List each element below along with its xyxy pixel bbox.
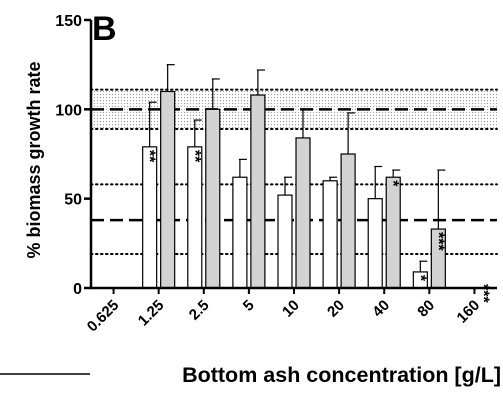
- bar-white-20: [322, 180, 338, 289]
- bar-gray-1.25: [160, 90, 176, 289]
- significance-white-80: *: [411, 275, 428, 282]
- y-tick-label-100: 100: [55, 102, 82, 119]
- significance-gray-40: *: [384, 180, 401, 187]
- x-tick-label-10: 10: [279, 297, 303, 321]
- x-tick-label-0.625: 0.625: [84, 297, 123, 336]
- bar-white-1.25: [142, 146, 158, 289]
- bar-gray-5: [250, 94, 266, 289]
- x-tick-label-2.5: 2.5: [186, 297, 213, 324]
- x-tick-label-20: 20: [324, 297, 348, 321]
- bar-gray-40: [385, 176, 401, 289]
- y-axis-label: % biomass growth rate: [24, 61, 44, 258]
- bar-gray-2.5: [205, 108, 221, 289]
- y-tick-label-150: 150: [55, 13, 82, 30]
- bar-white-40: [367, 198, 383, 289]
- x-tick-label-5: 5: [240, 297, 258, 315]
- x-tick-label-1.25: 1.25: [135, 297, 168, 330]
- significance-gray-80: ***: [429, 232, 446, 251]
- x-tick-label-80: 80: [414, 297, 438, 321]
- significance-white-2.5: **: [186, 150, 203, 163]
- bar-gray-10: [295, 137, 311, 289]
- x-axis-label: Bottom ash concentration [g/L]: [182, 363, 501, 387]
- x-tick-label-40: 40: [369, 297, 393, 321]
- bar-white-5: [232, 176, 248, 289]
- significance-white-1.25: **: [141, 150, 158, 163]
- y-tick-label-0: 0: [73, 281, 82, 298]
- bar-white-2.5: [187, 146, 203, 289]
- bar-white-10: [277, 194, 293, 289]
- y-tick-label-50: 50: [64, 192, 82, 209]
- panel-label: B: [92, 10, 117, 48]
- bar-gray-20: [340, 153, 356, 289]
